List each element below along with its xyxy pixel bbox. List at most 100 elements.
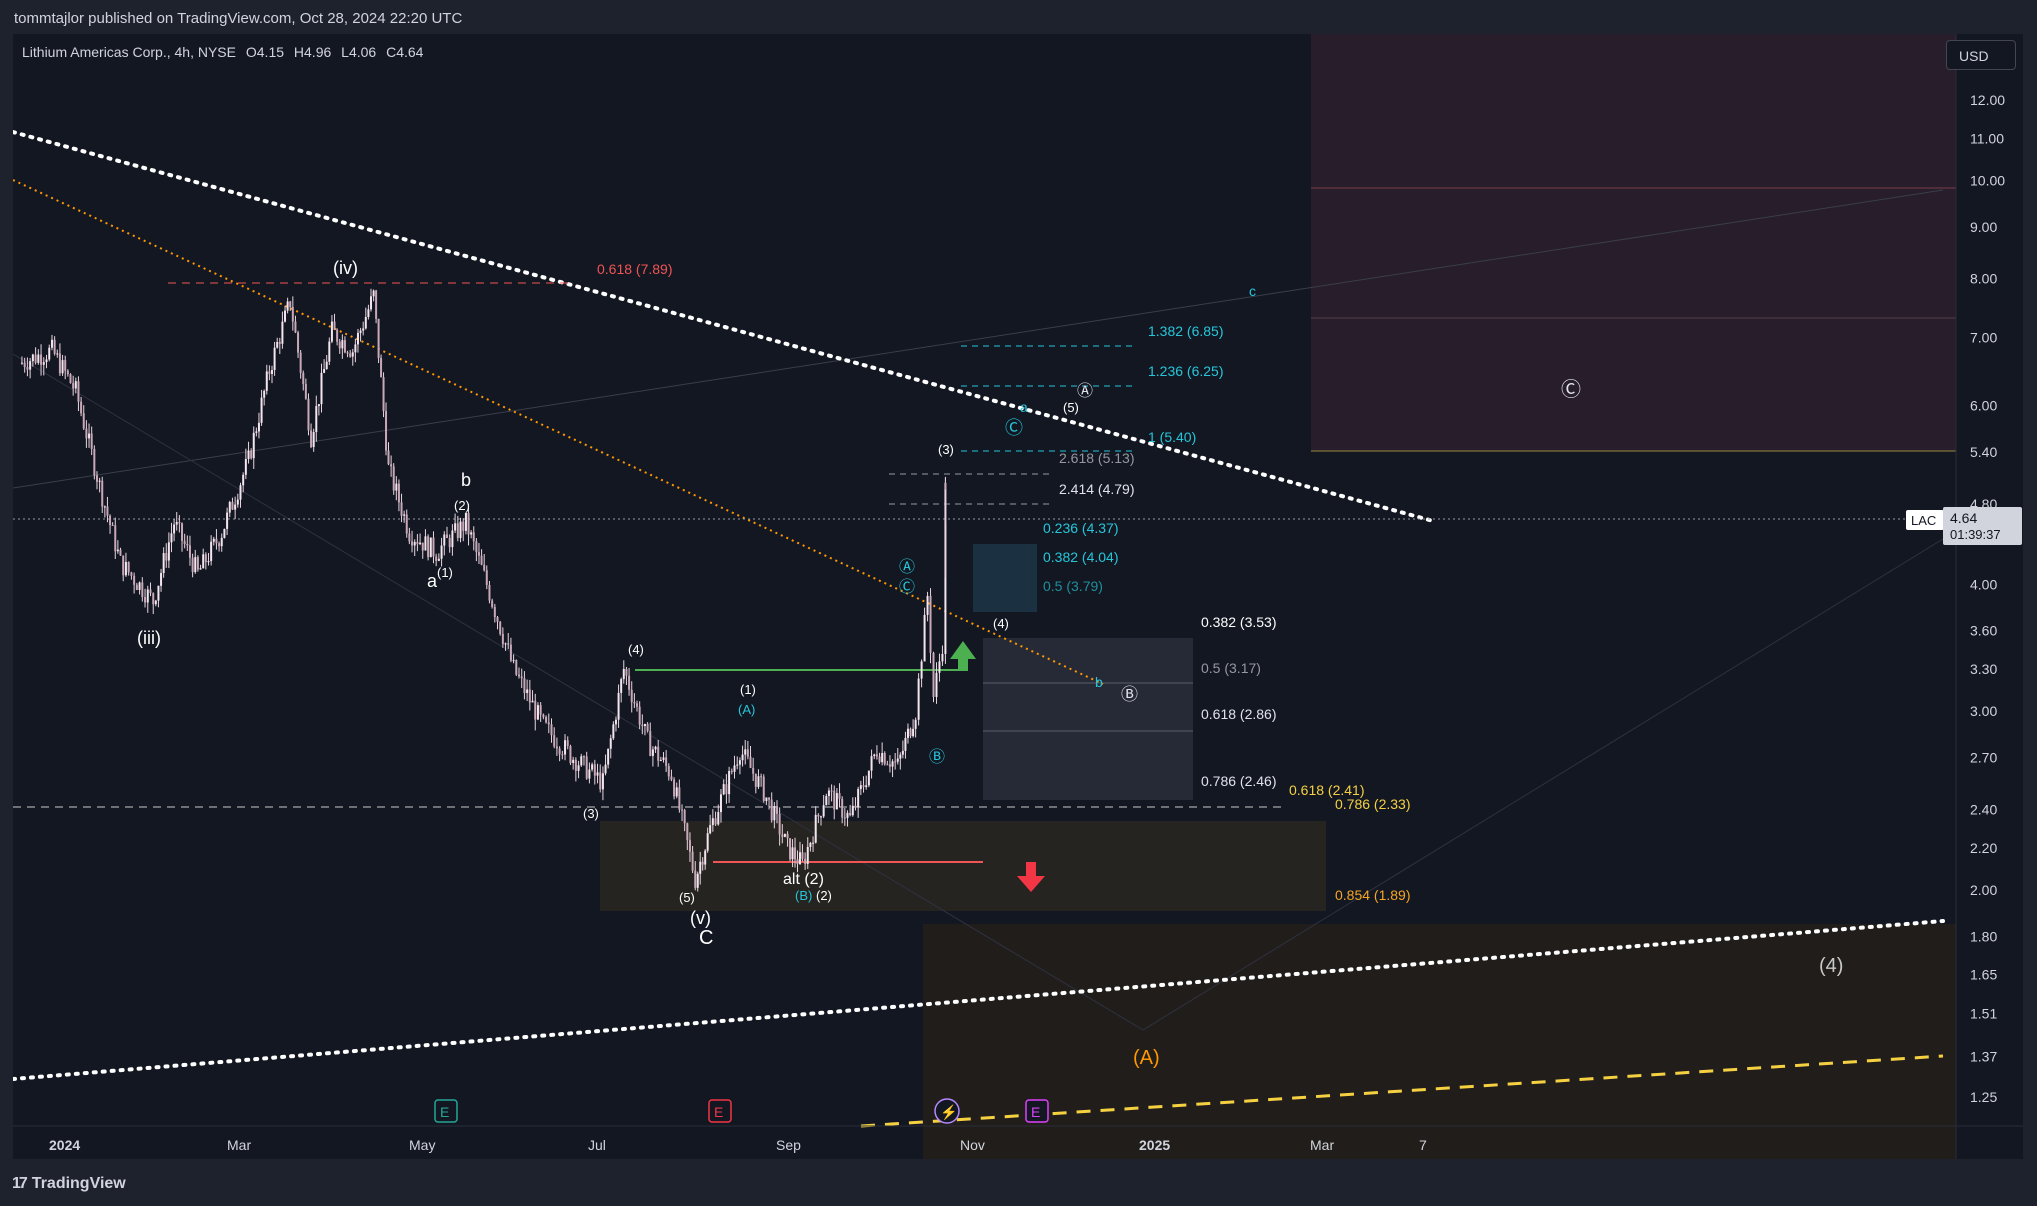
price-chart[interactable]: 0.618 (7.89) 1.382 (6.85) 1.236 (6.25) 1… [11,34,2023,1159]
candle-body [809,842,812,847]
price-tick-label: 11.00 [1970,130,2004,146]
candle-body [255,431,258,433]
upper-trendline [11,130,1435,523]
candle-body [798,852,801,864]
price-candles [20,288,947,892]
candle-body [941,653,944,662]
candle-body [218,543,221,547]
candle-body [730,771,733,773]
candle-body [509,644,512,661]
candle-body [270,370,273,374]
candle-body [596,772,599,776]
candle-body [694,870,697,888]
candle-body [620,679,623,693]
candle-body [362,328,365,331]
candle-body [454,523,457,531]
symbol-legend[interactable]: Lithium Americas Corp., 4h, NYSE O4.15 H… [22,44,429,60]
candle-body [199,568,202,570]
candle-body [614,719,617,725]
price-tick-label: 2.00 [1970,882,1997,898]
wave-label: alt (2) [783,871,824,888]
candle-body [336,329,339,342]
fib-label: 0.5 (3.79) [1043,578,1103,594]
candle-body [413,541,416,546]
candle-body [781,834,784,837]
candle-body [833,790,836,810]
candle-body [56,353,59,355]
candle-body [346,352,349,354]
candle-body [53,339,56,354]
earnings-marker-2[interactable]: E [708,1099,732,1123]
candle-body [359,330,362,333]
candle-body [841,798,844,818]
candle-body [894,761,897,763]
price-tick-label: 2.70 [1970,750,1997,766]
candle-body [561,754,564,756]
earnings-marker-3[interactable]: E [1025,1099,1049,1123]
candle-body [385,411,388,451]
candle-body [752,767,755,774]
candle-body [427,536,430,558]
candle-body [170,533,173,543]
candle-body [675,787,678,797]
news-lightning-marker[interactable]: ⚡ [934,1098,960,1124]
price-tick-label: 1.51 [1970,1006,1997,1022]
candle-body [932,652,935,697]
chart-area[interactable]: 0.618 (7.89) 1.382 (6.85) 1.236 (6.25) 1… [11,34,2023,1159]
candle-body [706,833,709,851]
currency-button[interactable]: USD [1946,40,2016,70]
candle-body [403,514,406,516]
candle-body [665,757,668,766]
candle-body [827,790,830,796]
price-axis: 12.0011.0010.009.008.007.006.005.404.804… [1970,92,2005,1105]
wave-label: (5) [679,890,695,905]
candle-body [835,793,838,810]
candle-body [688,840,691,852]
candle-body [711,818,714,826]
wave-label: (A) [738,702,755,717]
candle-body [387,450,390,465]
candle-body [801,852,804,859]
candle-body [315,406,318,433]
candle-body [604,764,607,774]
candle-body [223,528,226,538]
candle-body [61,360,64,374]
candle-body [50,339,53,348]
candle-body [215,538,218,544]
candle-body [904,737,907,751]
candle-body [899,754,902,759]
candle-body [849,812,852,816]
candle-body [175,522,178,525]
candle-body [873,754,876,757]
candle-body [58,353,61,374]
candle-body [135,584,138,591]
candle-body [173,524,176,534]
zone-fib-cyan-box [973,544,1037,612]
candle-body [736,764,739,766]
candle-body [757,776,760,787]
candle-body [212,538,215,542]
earnings-marker-1[interactable]: E [434,1099,458,1123]
candle-body [119,549,122,556]
candle-body [257,422,260,432]
candle-body [459,521,462,538]
candle-body [90,433,93,449]
candle-body [857,789,860,808]
candle-body [773,806,776,821]
tradingview-logo[interactable]: 17 TradingView [12,1175,126,1192]
wave-label: Ⓒ [1561,378,1581,401]
candle-body [228,501,231,513]
candle-body [351,352,354,357]
candle-body [34,354,37,363]
candle-body [654,746,657,750]
fib-label: 0.854 (1.89) [1335,887,1411,903]
time-tick-label: 7 [1419,1137,1427,1153]
candle-body [923,614,926,662]
candle-body [891,761,894,767]
wave-label: (3) [583,806,599,821]
wave-label: b [1095,674,1103,690]
candle-body [440,545,443,559]
candle-body [775,806,778,814]
wave-label: (v) [690,908,711,928]
candle-body [114,525,117,552]
